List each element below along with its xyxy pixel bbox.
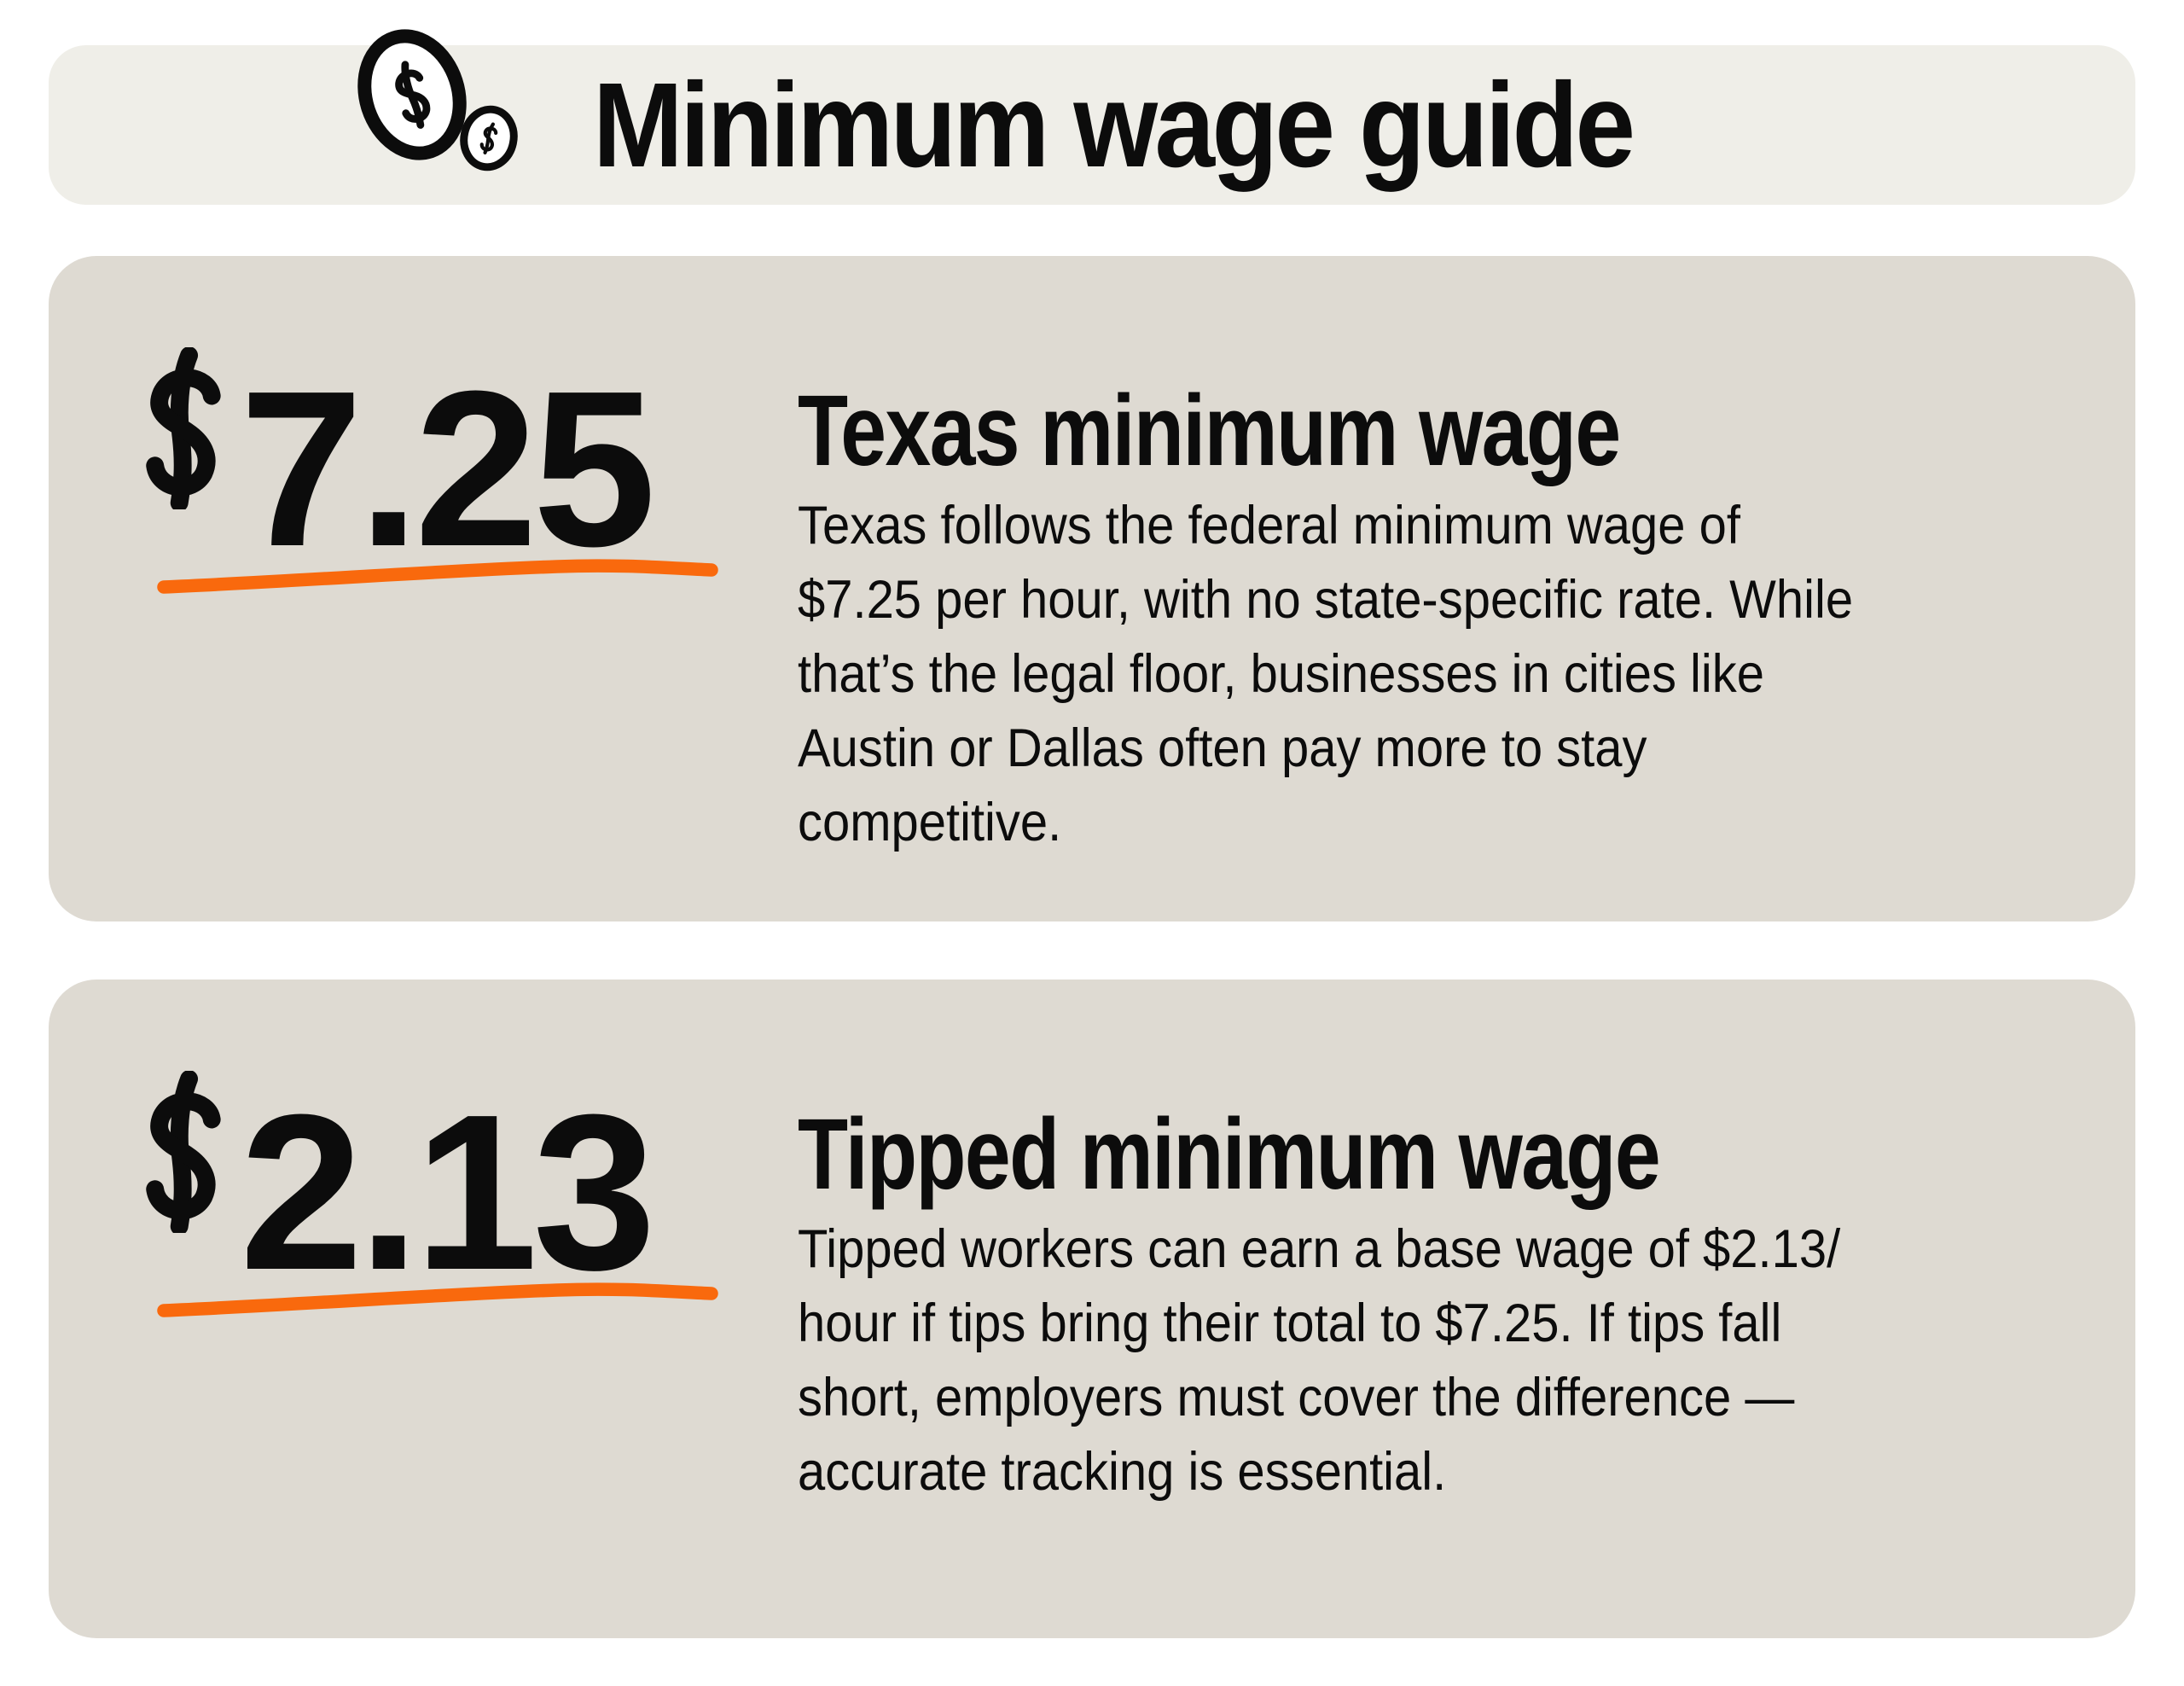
card-text-column: Tipped minimum wage Tipped workers can e… (798, 980, 2135, 1638)
card-text-column: Texas minimum wage Texas follows the fed… (798, 256, 2135, 921)
wage-amount: $2.13 (134, 1082, 798, 1304)
coins-icon (357, 29, 518, 172)
amount-block: $2.13 (49, 980, 798, 1638)
wage-card-tipped: $2.13 Tipped minimum wage Tipped workers… (49, 980, 2135, 1638)
dollar-sign-icon (134, 1071, 231, 1233)
card-body: Tipped workers can earn a base wage of $… (798, 1219, 1841, 1502)
amount-value: 2.13 (240, 1069, 656, 1317)
card-heading: Texas minimum wage (798, 375, 1621, 487)
hand-drawn-underline-icon (157, 1282, 718, 1317)
wage-card-texas: $7.25 Texas minimum wage Texas follows t… (49, 256, 2135, 921)
page-title: Minimum wage guide (593, 57, 1635, 192)
amount-block: $7.25 (49, 256, 798, 921)
card-heading: Tipped minimum wage (798, 1098, 1661, 1211)
wage-amount: $7.25 (134, 358, 798, 580)
small-coin-icon (460, 105, 518, 172)
hand-drawn-underline-icon (157, 559, 718, 594)
header-banner: Minimum wage guide (49, 29, 2135, 205)
large-coin-icon (357, 29, 467, 160)
amount-value: 7.25 (240, 346, 656, 593)
dollar-sign-icon (134, 347, 231, 509)
card-body: Texas follows the federal minimum wage o… (798, 496, 1854, 852)
